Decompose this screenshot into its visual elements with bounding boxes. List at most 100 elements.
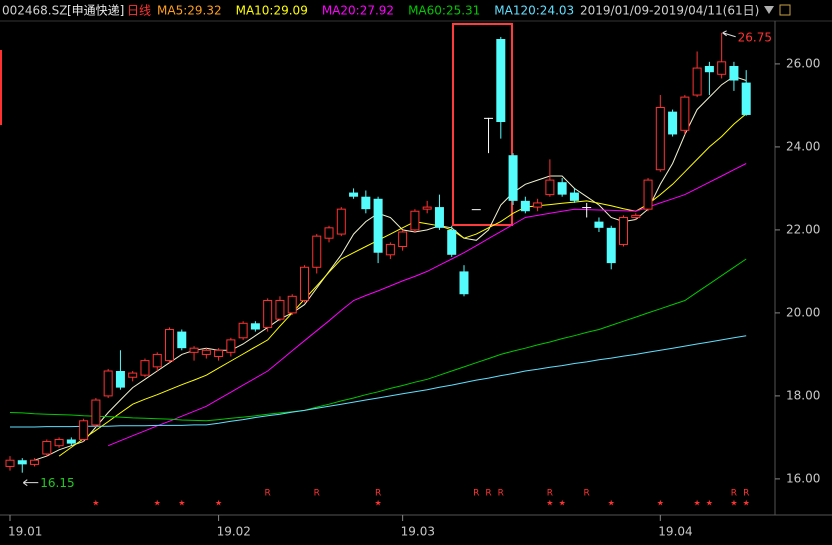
star-signal: ★	[706, 499, 713, 508]
ma-line	[10, 335, 747, 428]
candle-body	[717, 61, 727, 75]
candle-body	[361, 196, 371, 210]
star-signal: ★	[657, 499, 664, 508]
candle-body	[177, 331, 187, 349]
candle-body	[189, 347, 199, 353]
stock-code: 002468.SZ	[2, 4, 67, 18]
r-signal: R	[547, 489, 553, 499]
r-signal: R	[485, 489, 491, 499]
legend-entry: MA10:29.09	[236, 4, 308, 18]
x-tick-label: 19.02	[217, 525, 251, 539]
candle-body	[459, 271, 469, 295]
r-signal: R	[375, 489, 381, 499]
candle-body	[275, 299, 285, 320]
candle-body	[373, 198, 383, 253]
candle-body	[643, 179, 653, 210]
candle-body	[496, 39, 506, 123]
candle-body	[680, 96, 690, 131]
candle-body	[385, 243, 395, 256]
candle-body	[668, 111, 678, 135]
x-tick-label: 19.04	[658, 525, 692, 539]
candle-body	[30, 459, 40, 465]
star-signal: ★	[546, 499, 553, 508]
lock-icon[interactable]	[779, 4, 791, 16]
candle-body	[349, 192, 359, 197]
candle-body	[250, 323, 260, 330]
candle-body	[263, 299, 273, 328]
legend-entry: MA60:25.31	[408, 4, 480, 18]
candle-body	[631, 214, 641, 218]
candle-body	[54, 438, 64, 447]
x-tick-label: 19.03	[401, 525, 435, 539]
candle-body	[324, 227, 334, 239]
candle-body	[312, 235, 322, 268]
candle-body	[214, 349, 224, 357]
star-signal: ★	[178, 499, 185, 508]
legend-entry: MA5:29.32	[157, 4, 222, 18]
candle-body	[569, 192, 579, 201]
candle-body	[619, 216, 628, 245]
star-signal: ★	[559, 499, 566, 508]
r-signal: R	[584, 489, 590, 499]
star-signal: ★	[92, 499, 99, 508]
high-label: 26.75	[738, 30, 772, 44]
candle-body	[447, 229, 457, 255]
candle-body	[582, 207, 592, 209]
candle-body	[238, 322, 248, 339]
highlight-box	[452, 23, 513, 226]
candle-body	[66, 439, 76, 444]
candle-body	[422, 206, 432, 210]
candle-body	[152, 353, 162, 368]
candle-body	[520, 200, 530, 212]
r-signal: R	[743, 489, 749, 499]
legend-entry: MA20:27.92	[322, 4, 394, 18]
candle-body	[508, 155, 518, 201]
y-tick-label: 20.00	[786, 305, 820, 319]
candle-body	[533, 202, 543, 208]
candle-body	[226, 339, 236, 353]
ma-line	[58, 113, 747, 457]
candle-body	[704, 65, 714, 73]
candle-body	[140, 360, 150, 376]
star-signal: ★	[743, 499, 750, 508]
r-signal: R	[314, 489, 320, 499]
candle-body	[594, 221, 604, 228]
candle-body	[410, 210, 420, 231]
legend-entry: MA120:24.03	[494, 4, 574, 18]
candle-body	[545, 179, 555, 196]
candle-body	[741, 82, 751, 115]
candle-body	[287, 295, 297, 314]
y-tick-label: 24.00	[786, 139, 820, 153]
stock-name: [申通快递]	[67, 4, 124, 18]
candle-body	[115, 371, 125, 388]
low-arrow	[22, 479, 39, 487]
candle-body	[336, 208, 346, 235]
star-signal: ★	[154, 499, 161, 508]
y-tick-label: 22.00	[786, 222, 820, 236]
low-label: 16.15	[40, 476, 74, 490]
candle-body	[398, 231, 408, 248]
candle-body	[128, 372, 138, 378]
ma-line	[108, 163, 747, 447]
ma-line	[34, 75, 747, 461]
star-signal: ★	[215, 499, 222, 508]
x-tick-label: 19.01	[8, 525, 42, 539]
y-tick-label: 26.00	[786, 56, 820, 70]
candle-body	[201, 349, 211, 355]
star-signal: ★	[608, 499, 615, 508]
r-signal: R	[498, 489, 504, 499]
candle-body	[79, 420, 89, 440]
dropdown-icon[interactable]	[764, 6, 774, 14]
candle-body	[434, 207, 444, 228]
candle-body	[165, 329, 175, 362]
r-signal: R	[473, 489, 479, 499]
r-signal: R	[265, 489, 271, 499]
star-signal: ★	[730, 499, 737, 508]
period[interactable]: 日线	[127, 4, 151, 18]
high-arrow	[722, 30, 736, 38]
candle-body	[103, 370, 113, 397]
candle-body	[471, 209, 481, 211]
candle-body	[655, 106, 665, 171]
candle-body	[484, 117, 494, 119]
